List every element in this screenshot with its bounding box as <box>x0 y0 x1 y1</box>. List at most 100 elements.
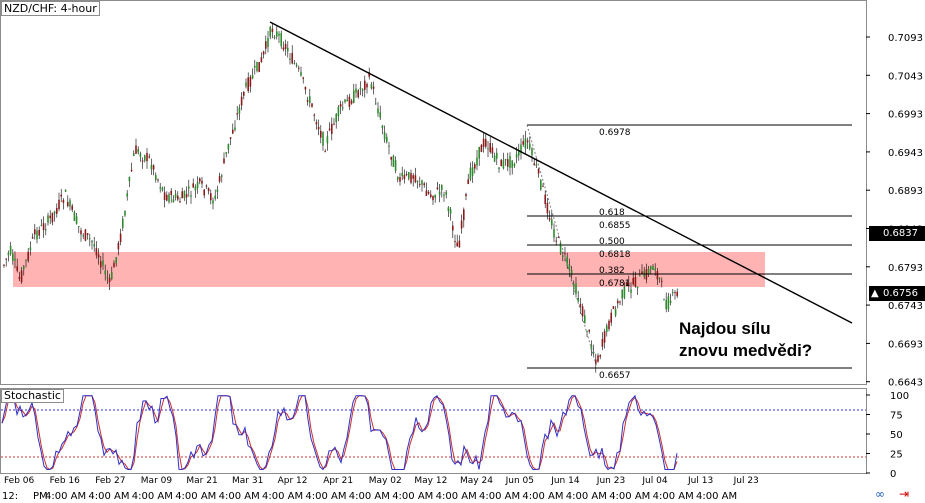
candle-body <box>658 278 661 280</box>
date-label: Feb 16 <box>50 476 81 486</box>
candle-body <box>18 277 21 279</box>
candle-body <box>394 160 397 171</box>
time-label: 4:00 AM <box>88 491 129 502</box>
candle-body <box>47 215 49 223</box>
candle-body <box>293 62 296 64</box>
candle-body <box>419 183 421 185</box>
candle-body <box>273 36 276 38</box>
candle-body <box>80 230 82 235</box>
candle-body <box>652 266 654 270</box>
candle-body <box>544 194 546 205</box>
link-icon[interactable]: ∞ <box>875 487 885 501</box>
candle-body <box>401 172 403 177</box>
candle-body <box>606 325 608 332</box>
candle-body <box>610 312 612 323</box>
candle-body <box>177 195 179 200</box>
candle-body <box>278 33 280 36</box>
candle-body <box>654 268 656 271</box>
candle-body <box>306 100 309 102</box>
candle-body <box>390 156 392 160</box>
candle-body <box>566 256 568 266</box>
candle-body <box>124 210 126 216</box>
date-label: Jul 23 <box>733 476 759 486</box>
candle-body <box>302 77 304 79</box>
candle-body <box>78 226 80 228</box>
candle-body <box>100 261 102 268</box>
candle-body <box>388 145 390 147</box>
candle-body <box>42 223 45 231</box>
candle-body <box>172 199 175 203</box>
candle-body <box>9 245 12 255</box>
time-label: 4:00 AM <box>305 491 346 502</box>
candle-body <box>392 155 395 167</box>
candle-body <box>333 123 335 125</box>
candle-body <box>579 304 582 307</box>
candle-body <box>421 180 423 185</box>
candle-body <box>73 211 76 222</box>
candle-body <box>632 277 634 285</box>
candle-body <box>665 299 667 310</box>
price-tick-label: 0.6693 <box>888 339 923 350</box>
candle-body <box>581 306 584 317</box>
candle-body <box>262 51 265 55</box>
candle-body <box>322 132 324 146</box>
candle-body <box>49 215 51 219</box>
candle-body <box>584 315 586 324</box>
time-label: 4:00 AM <box>566 491 607 502</box>
price-panel[interactable] <box>0 0 867 385</box>
fib-label-2: 0.6855 <box>599 221 631 231</box>
candle-body <box>427 191 430 194</box>
candle-body <box>190 195 192 197</box>
candle-body <box>295 64 298 67</box>
candle-body <box>540 179 542 190</box>
candle-body <box>509 156 511 169</box>
candle-body <box>31 237 34 239</box>
candle-body <box>251 75 254 79</box>
time-label: 4:00 AM <box>219 491 260 502</box>
current-price-arrow-icon: ▲ <box>871 288 879 299</box>
candle-body <box>592 352 595 354</box>
annotation-line-2: znovu medvědi? <box>679 341 813 360</box>
candle-body <box>568 264 571 270</box>
candle-body <box>489 142 491 153</box>
candle-body <box>240 96 243 106</box>
time-label: 4:00 AM <box>45 491 86 502</box>
candle-body <box>150 164 153 170</box>
candle-body <box>399 177 401 182</box>
candle-body <box>159 187 161 189</box>
candle-body <box>93 244 95 247</box>
candle-body <box>280 33 282 47</box>
candle-body <box>119 233 122 243</box>
candle-body <box>612 306 615 309</box>
candle-body <box>619 301 621 303</box>
scroll-right-icon[interactable]: ⇥ <box>898 487 910 501</box>
candle-body <box>588 330 590 332</box>
candle-body <box>441 185 443 191</box>
candle-body <box>676 291 678 297</box>
candle-body <box>515 154 518 158</box>
candle-body <box>5 258 7 260</box>
candle-body <box>425 190 428 196</box>
candle-body <box>423 183 425 186</box>
trend-line[interactable] <box>269 21 853 324</box>
candle-body <box>58 199 60 210</box>
candle-body <box>221 175 223 177</box>
candle-body <box>331 123 333 134</box>
candle-body <box>166 194 168 201</box>
date-label: Mar 21 <box>186 476 217 486</box>
candle-body <box>342 107 344 109</box>
fib-label-6: 0.6781 <box>599 279 631 289</box>
candle-body <box>282 47 285 50</box>
candle-body <box>526 140 529 143</box>
candle-body <box>313 114 315 116</box>
candle-body <box>298 67 300 69</box>
candle-body <box>218 176 221 182</box>
candle-body <box>564 253 566 255</box>
candle-body <box>104 270 106 275</box>
candle-body <box>7 252 10 256</box>
time-label: 4:00 AM <box>653 491 694 502</box>
candle-body <box>201 180 203 184</box>
candle-body <box>551 219 553 226</box>
